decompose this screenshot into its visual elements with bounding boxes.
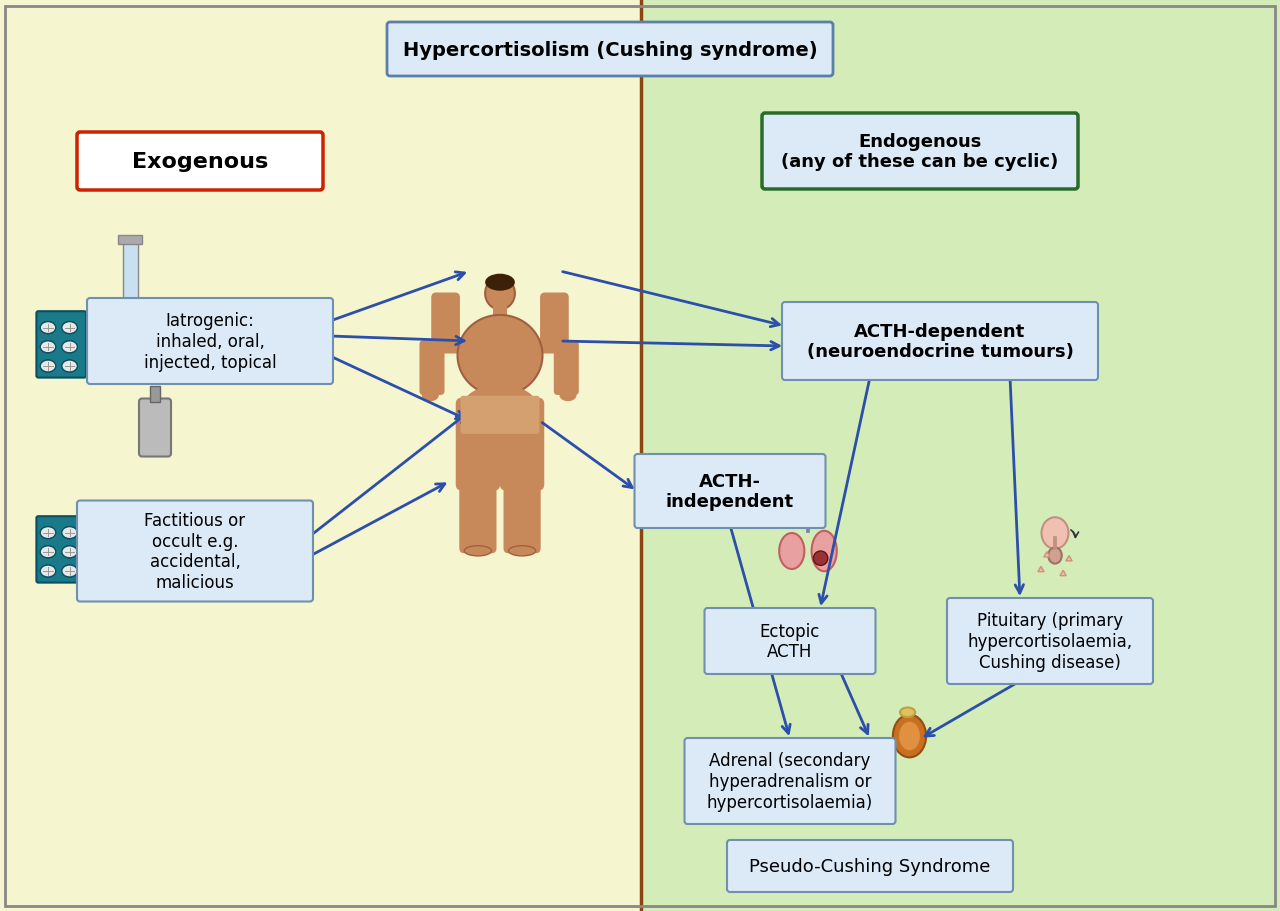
Ellipse shape: [900, 708, 915, 717]
Ellipse shape: [559, 390, 576, 402]
Text: Hypercortisolism (Cushing syndrome): Hypercortisolism (Cushing syndrome): [403, 40, 818, 59]
Bar: [150, 386, 160, 402]
Ellipse shape: [1048, 548, 1061, 564]
Bar: [493, 298, 507, 315]
FancyBboxPatch shape: [685, 738, 896, 824]
Ellipse shape: [40, 322, 56, 334]
Ellipse shape: [41, 527, 55, 539]
FancyBboxPatch shape: [727, 840, 1012, 892]
Ellipse shape: [780, 534, 804, 569]
Text: Endogenous
(any of these can be cyclic): Endogenous (any of these can be cyclic): [781, 132, 1059, 171]
FancyBboxPatch shape: [500, 398, 544, 491]
Ellipse shape: [41, 361, 55, 373]
Ellipse shape: [63, 566, 77, 578]
Ellipse shape: [63, 527, 77, 539]
Ellipse shape: [1042, 517, 1069, 549]
Ellipse shape: [61, 361, 77, 373]
Ellipse shape: [61, 547, 77, 558]
FancyBboxPatch shape: [77, 501, 314, 602]
Ellipse shape: [63, 547, 77, 558]
Ellipse shape: [41, 566, 55, 578]
Text: Ectopic
ACTH: Ectopic ACTH: [760, 622, 820, 660]
Text: Factitious or
occult e.g.
accidental,
malicious: Factitious or occult e.g. accidental, ma…: [145, 511, 246, 591]
Ellipse shape: [40, 566, 56, 578]
Bar: [123, 241, 137, 302]
FancyBboxPatch shape: [460, 476, 497, 554]
Circle shape: [813, 551, 828, 566]
Text: Pseudo-Cushing Syndrome: Pseudo-Cushing Syndrome: [749, 857, 991, 875]
FancyBboxPatch shape: [431, 293, 460, 354]
Ellipse shape: [63, 322, 77, 334]
Ellipse shape: [422, 390, 439, 402]
Ellipse shape: [508, 546, 536, 557]
FancyBboxPatch shape: [87, 299, 333, 384]
FancyBboxPatch shape: [704, 609, 876, 674]
Ellipse shape: [893, 715, 927, 758]
Ellipse shape: [40, 342, 56, 353]
FancyBboxPatch shape: [554, 341, 579, 395]
Ellipse shape: [485, 274, 515, 292]
FancyBboxPatch shape: [456, 398, 500, 491]
Ellipse shape: [61, 566, 77, 578]
FancyBboxPatch shape: [947, 599, 1153, 684]
Ellipse shape: [61, 322, 77, 334]
FancyBboxPatch shape: [540, 293, 568, 354]
Text: ACTH-dependent
(neuroendocrine tumours): ACTH-dependent (neuroendocrine tumours): [806, 322, 1074, 361]
Ellipse shape: [63, 342, 77, 353]
Ellipse shape: [61, 342, 77, 353]
FancyBboxPatch shape: [420, 341, 444, 395]
Text: ACTH-
independent: ACTH- independent: [666, 472, 794, 511]
FancyBboxPatch shape: [461, 396, 539, 435]
Ellipse shape: [40, 527, 56, 539]
Bar: [640, 0, 1280, 911]
Ellipse shape: [462, 385, 539, 432]
Text: Pituitary (primary
hypercortisolaemia,
Cushing disease): Pituitary (primary hypercortisolaemia, C…: [968, 611, 1133, 671]
Ellipse shape: [812, 531, 837, 571]
Ellipse shape: [457, 315, 543, 396]
Ellipse shape: [63, 361, 77, 373]
Ellipse shape: [41, 342, 55, 353]
Bar: [0, 0, 640, 911]
Text: Iatrogenic:
inhaled, oral,
injected, topical: Iatrogenic: inhaled, oral, injected, top…: [143, 312, 276, 372]
Bar: [118, 236, 142, 245]
FancyBboxPatch shape: [387, 23, 833, 77]
FancyBboxPatch shape: [36, 312, 86, 378]
FancyArrowPatch shape: [109, 304, 128, 330]
FancyBboxPatch shape: [36, 517, 86, 583]
FancyBboxPatch shape: [635, 455, 826, 528]
FancyBboxPatch shape: [503, 476, 540, 554]
Ellipse shape: [485, 278, 515, 310]
Text: Adrenal (secondary
hyperadrenalism or
hypercortisolaemia): Adrenal (secondary hyperadrenalism or hy…: [707, 752, 873, 811]
FancyBboxPatch shape: [77, 133, 323, 190]
Ellipse shape: [61, 527, 77, 539]
Ellipse shape: [465, 546, 492, 557]
FancyBboxPatch shape: [140, 399, 172, 457]
Ellipse shape: [899, 722, 920, 751]
FancyBboxPatch shape: [762, 114, 1078, 189]
Text: Exogenous: Exogenous: [132, 152, 268, 172]
FancyBboxPatch shape: [782, 302, 1098, 381]
Ellipse shape: [41, 322, 55, 334]
Ellipse shape: [41, 547, 55, 558]
Ellipse shape: [40, 547, 56, 558]
Ellipse shape: [40, 361, 56, 373]
